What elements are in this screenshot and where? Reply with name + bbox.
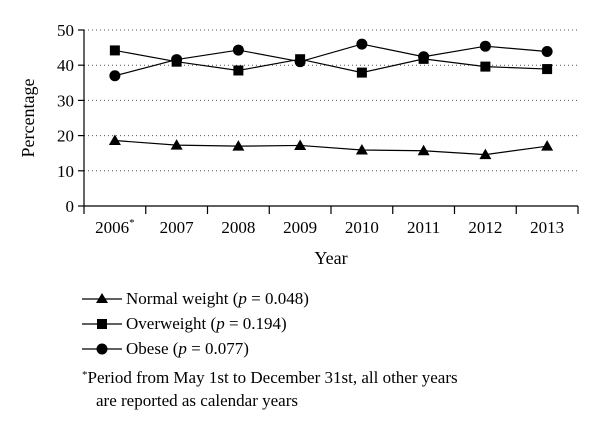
footnote: *Period from May 1st to December 31st, a… (82, 366, 562, 412)
legend-item-normal-weight: Normal weight (p = 0.048) (82, 286, 582, 311)
y-tick-label: 30 (57, 91, 74, 110)
legend-item-obese: Obese (p = 0.077) (82, 336, 582, 361)
footnote-mark: * (82, 369, 88, 381)
data-point (542, 64, 553, 75)
data-point (170, 139, 183, 150)
p-value: = 0.048 (251, 289, 304, 308)
series-name: Normal weight (126, 289, 229, 308)
line-chart: 0 10 20 30 40 50 2006* 2007 2008 2009 2010 2011 201… (18, 21, 579, 268)
series-name: Overweight (126, 314, 207, 333)
legend-label-obese: Obese (p = 0.077) (126, 339, 249, 358)
series-normal-weight (108, 134, 554, 160)
data-point (233, 65, 244, 76)
series-group (108, 38, 554, 160)
y-tick-label: 0 (66, 197, 75, 216)
footnote-line-1: Period from May 1st to December 31st, al… (87, 368, 458, 387)
y-tick-label: 10 (57, 162, 74, 181)
data-point (356, 38, 368, 50)
x-axis-label: Year (314, 248, 347, 268)
x-tick-footnote-mark: * (129, 217, 135, 229)
x-axis: 2006* 2007 2008 2009 2010 2011 2012 2013 (83, 205, 579, 237)
x-tick-label: 2013 (530, 218, 564, 237)
series-name: Obese (126, 339, 169, 358)
data-point (108, 134, 121, 146)
data-point (294, 139, 307, 150)
p-symbol: p (238, 289, 247, 308)
data-point (418, 51, 430, 63)
grid-lines (84, 29, 578, 172)
data-point (232, 44, 244, 56)
p-symbol: p (216, 314, 225, 333)
legend-item-overweight: Overweight (p = 0.194) (82, 311, 582, 336)
data-point (294, 56, 306, 68)
data-point (171, 54, 183, 66)
y-axis-label: Percentage (18, 79, 38, 158)
data-point (541, 45, 553, 57)
x-tick-label: 2008 (221, 218, 255, 237)
p-value: = 0.194 (228, 314, 282, 333)
y-tick-label: 40 (57, 56, 74, 75)
data-point (109, 70, 121, 82)
x-tick-label: 2009 (283, 218, 317, 237)
circle-marker-icon (82, 343, 122, 355)
footnote-line-2: are reported as calendar years (96, 391, 298, 410)
triangle-marker-icon (82, 293, 122, 303)
y-axis: 0 10 20 30 40 50 (57, 21, 85, 216)
legend: Normal weight (p = 0.048) Overweight (p … (82, 286, 582, 361)
legend-label-normal-weight: Normal weight (p = 0.048) (126, 289, 309, 308)
series-line (114, 49, 548, 74)
x-tick-label: 2006* (95, 217, 135, 237)
x-tick-label: 2011 (407, 218, 440, 237)
data-point (480, 61, 491, 72)
legend-label-overweight: Overweight (p = 0.194) (126, 314, 287, 333)
data-point (541, 140, 554, 151)
data-point (109, 45, 120, 56)
p-value: = 0.077 (191, 339, 244, 358)
data-point (479, 148, 492, 160)
data-point (479, 40, 491, 52)
x-tick-label: 2007 (160, 218, 195, 237)
p-symbol: p (178, 339, 187, 358)
data-point (355, 144, 368, 155)
x-tick-label: 2010 (345, 218, 379, 237)
x-tick-label: 2012 (468, 218, 502, 237)
series-line (114, 43, 548, 77)
square-marker-icon (82, 319, 122, 329)
y-tick-label: 20 (57, 127, 74, 146)
series-obese (109, 38, 553, 82)
data-point (417, 144, 430, 156)
data-point (232, 140, 245, 151)
data-point (356, 67, 367, 78)
y-tick-label: 50 (57, 21, 74, 40)
series-line (114, 139, 548, 156)
